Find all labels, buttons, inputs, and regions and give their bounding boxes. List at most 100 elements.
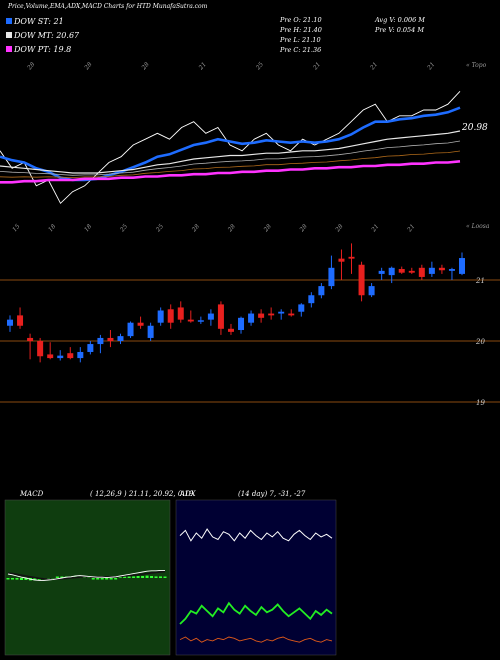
chart-title: Price,Volume,EMA,ADX,MACD Charts for HTD… (7, 3, 208, 10)
candle-body (47, 354, 54, 359)
adx-panel: ADX (14 day) 7, -31, -27 (175, 490, 337, 656)
ema-series-price (0, 90, 461, 205)
macd-histogram-bar (159, 576, 163, 578)
pre-low: Pre L: 21.10 (279, 36, 321, 44)
candle-body (428, 267, 435, 274)
macd-histogram-bar (96, 578, 100, 580)
adx-label: ADX (179, 490, 197, 498)
candle-body (438, 267, 445, 271)
macd-histogram-bar (154, 576, 158, 578)
candle-x-tick: 15 (11, 223, 21, 233)
macd-content (6, 569, 167, 581)
candle-body (227, 328, 234, 332)
candle-top-right-label: « Loosa (466, 223, 490, 230)
candle-body (448, 269, 455, 271)
adx-series-di_plus (179, 601, 333, 625)
ema-series-ema_long (0, 160, 461, 184)
candle-x-tick: 25 (118, 223, 129, 234)
macd-params: ( 12,26,9 ) 21.11, 20.92, 0.19 (90, 490, 194, 498)
macd-line (7, 569, 165, 581)
macd-panel: MACD ( 12,26,9 ) 21.11, 20.92, 0.19 (4, 490, 194, 656)
candle-body (97, 337, 104, 345)
level-label: 20 (475, 338, 485, 346)
candle-body (87, 344, 94, 352)
candle-body (167, 309, 174, 323)
candle-body (7, 319, 13, 326)
macd-histogram-bar (33, 578, 37, 581)
candle-body (137, 322, 144, 326)
macd-histogram-bar (6, 578, 10, 580)
level-label: 21 (475, 277, 485, 285)
candle-x-tick: 21 (370, 223, 381, 234)
macd-histogram-bar (118, 576, 122, 578)
ema-band-0 (0, 140, 461, 176)
macd-histogram-bar (150, 576, 154, 578)
ema-top-right-label: « Topo (466, 62, 487, 69)
candle-body (378, 270, 385, 274)
adx-series-adx (179, 636, 333, 643)
legend-swatch-st (6, 18, 12, 24)
macd-histogram-bar (24, 578, 28, 580)
candle-body (358, 264, 365, 296)
adx-params: (14 day) 7, -31, -27 (238, 490, 306, 498)
candle-x-tick: 18 (47, 223, 57, 233)
candle-x-ticks: 15 18 18 25 25 28 28 28 28 28 21 21 (11, 223, 416, 234)
macd-histogram-bar (15, 578, 19, 580)
ema-x-tick: 25 (254, 61, 265, 72)
candle-body (117, 336, 124, 341)
pre-high: Pre H: 21.40 (279, 26, 322, 34)
legend-dow-st: DOW ST: 21 (13, 17, 64, 26)
level-label: 19 (476, 399, 485, 407)
macd-label: MACD (19, 490, 44, 498)
candle-body (248, 313, 255, 323)
candle-panel: « Loosa 15 18 18 25 25 28 28 28 28 28 21 21 21 20 19 (0, 223, 500, 407)
candle-body (388, 267, 395, 276)
candle-body (298, 304, 305, 312)
pre-volume: Pre V: 0.054 M (374, 26, 424, 34)
pre-open: Pre O: 21.10 (279, 16, 322, 24)
candle-body (187, 319, 194, 322)
ema-x-tick: 28 (83, 61, 94, 72)
candle-body (217, 304, 224, 329)
candle-levels: 21 20 19 (0, 277, 500, 407)
candle-body (338, 258, 345, 262)
candle-body (57, 355, 64, 359)
legend: DOW ST: 21 DOW MT: 20.67 DOW PT: 19.8 (6, 17, 80, 54)
macd-histogram-bar (60, 576, 64, 578)
ema-panel: « Topo 20.98 28 28 28 21 25 21 21 21 (0, 61, 488, 205)
candle-body (238, 317, 245, 331)
ema-x-tick: 28 (140, 61, 151, 72)
ema-band-1 (0, 150, 461, 179)
candle-body (268, 313, 275, 316)
ema-series-ema_mid (0, 130, 461, 174)
macd-histogram-bar (55, 576, 59, 578)
macd-histogram-bar (141, 576, 145, 578)
candle-body (147, 325, 154, 338)
macd-histogram-bar (91, 578, 95, 580)
candles (7, 243, 465, 363)
candle-body (67, 353, 74, 359)
macd-histogram-bar (109, 578, 113, 580)
ema-x-tick: 21 (197, 61, 208, 72)
ema-x-ticks: 28 28 28 21 25 21 21 21 (26, 61, 437, 72)
candle-x-tick: 18 (83, 223, 93, 233)
legend-dow-pt: DOW PT: 19.8 (13, 45, 71, 54)
candle-x-tick: 28 (298, 223, 309, 234)
candle-body (197, 320, 204, 322)
macd-histogram-bar (127, 576, 131, 578)
candle-x-tick: 28 (262, 223, 273, 234)
candle-x-tick: 28 (226, 223, 237, 234)
candle-body (368, 286, 375, 296)
candle-body (207, 313, 214, 320)
candle-x-tick: 25 (154, 223, 165, 234)
legend-dow-mt: DOW MT: 20.67 (13, 31, 80, 40)
candle-body (258, 313, 265, 318)
ema-x-tick: 21 (368, 61, 379, 72)
candle-body (318, 286, 325, 296)
ohlc-readout: Pre O: 21.10 Pre H: 21.40 Pre L: 21.10 P… (279, 16, 425, 54)
macd-histogram-bar (114, 578, 118, 580)
candle-body (418, 267, 425, 277)
candle-body (157, 310, 164, 323)
ema-series-ema_short (0, 106, 461, 182)
